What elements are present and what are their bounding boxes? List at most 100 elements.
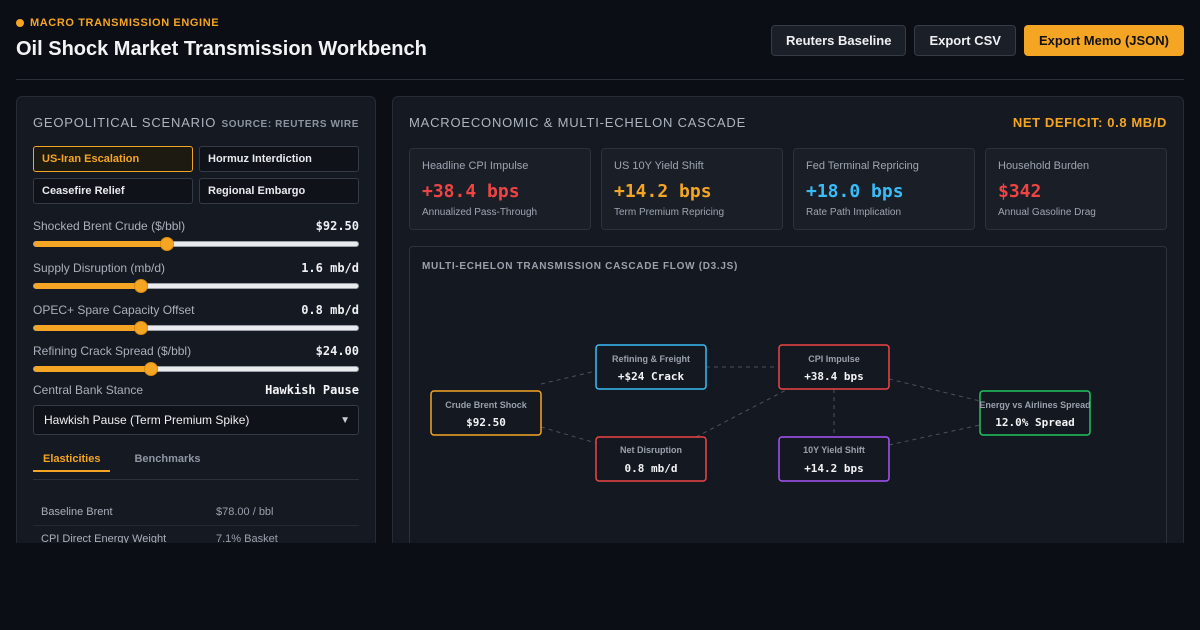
brent-slider[interactable]: [33, 237, 359, 251]
table-row: Baseline Brent $78.00 / bbl: [33, 499, 359, 526]
slider-thumb[interactable]: [159, 237, 174, 251]
eyebrow: MACRO TRANSMISSION ENGINE: [16, 17, 219, 29]
slider-fill: [34, 366, 151, 372]
cascade-panel-title: MACROECONOMIC & MULTI-ECHELON CASCADE: [409, 115, 747, 130]
kpi-value: +14.2 bps: [614, 181, 712, 202]
slider-thumb[interactable]: [133, 279, 148, 293]
kpi-label: US 10Y Yield Shift: [614, 160, 704, 172]
svg-text:Crude Brent Shock: Crude Brent Shock: [445, 400, 528, 410]
stance-value: Hawkish Pause: [265, 383, 359, 397]
slider-thumb[interactable]: [143, 362, 158, 376]
kpi-subtitle: Rate Path Implication: [806, 207, 902, 218]
slider-value: 1.6 mb/d: [301, 261, 359, 275]
slider-fill: [34, 241, 167, 247]
slider-fill: [34, 325, 141, 331]
slider-label: OPEC+ Spare Capacity Offset: [33, 303, 195, 317]
source-label: SOURCE: REUTERS WIRE: [221, 119, 359, 130]
status-dot-icon: [16, 19, 24, 27]
flow-node-disruption[interactable]: Net Disruption 0.8 mb/d: [595, 436, 707, 482]
page-title: Oil Shock Market Transmission Workbench: [16, 38, 427, 60]
scenario-panel-header: GEOPOLITICAL SCENARIO SOURCE: REUTERS WI…: [33, 115, 359, 130]
svg-text:12.0% Spread: 12.0% Spread: [995, 416, 1074, 429]
opec-spare-capacity-slider[interactable]: [33, 321, 359, 335]
svg-text:$92.50: $92.50: [466, 416, 506, 429]
kpi-card-cpi: Headline CPI Impulse +38.4 bps Annualize…: [409, 148, 591, 230]
stance-select[interactable]: Hawkish Pause (Term Premium Spike) ▼: [33, 405, 359, 435]
scenario-hormuz-interdiction[interactable]: Hormuz Interdiction: [199, 146, 359, 172]
cascade-flow-title: MULTI-ECHELON TRANSMISSION CASCADE FLOW …: [422, 261, 739, 272]
net-deficit-badge: NET DEFICIT: 0.8 MB/D: [1012, 115, 1167, 130]
kpi-subtitle: Annual Gasoline Drag: [998, 207, 1096, 218]
flow-edge: [888, 378, 981, 402]
kpi-card-fed: Fed Terminal Repricing +18.0 bps Rate Pa…: [793, 148, 975, 230]
kpi-subtitle: Annualized Pass-Through: [422, 207, 538, 218]
tab-benchmarks[interactable]: Benchmarks: [134, 453, 201, 465]
svg-text:+38.4 bps: +38.4 bps: [804, 370, 864, 383]
svg-text:Energy vs Airlines Spread: Energy vs Airlines Spread: [979, 400, 1090, 410]
crack-slider-row: Refining Crack Spread ($/bbl) $24.00: [33, 344, 359, 376]
stance-selected-option: Hawkish Pause (Term Premium Spike): [44, 413, 250, 427]
export-csv-button[interactable]: Export CSV: [914, 25, 1016, 56]
flow-node-spread[interactable]: Energy vs Airlines Spread 12.0% Spread: [979, 390, 1091, 436]
export-memo-button[interactable]: Export Memo (JSON): [1023, 25, 1184, 56]
svg-text:+$24 Crack: +$24 Crack: [618, 370, 685, 383]
table-value: $78.00 / bbl: [216, 506, 274, 518]
svg-text:Refining & Freight: Refining & Freight: [612, 354, 690, 364]
scenario-us-iran-escalation[interactable]: US-Iran Escalation: [33, 146, 193, 172]
flow-edge: [540, 426, 597, 444]
header-actions: Reuters Baseline Export CSV Export Memo …: [770, 25, 1184, 56]
kpi-label: Fed Terminal Repricing: [806, 160, 919, 172]
flow-node-brent[interactable]: Crude Brent Shock $92.50: [430, 390, 542, 436]
slider-label: Refining Crack Spread ($/bbl): [33, 344, 192, 358]
cascade-flow-diagram: Crude Brent Shock $92.50 Refining & Frei…: [430, 344, 1091, 482]
flow-edge: [695, 388, 789, 438]
kpi-card-yield: US 10Y Yield Shift +14.2 bps Term Premiu…: [601, 148, 783, 230]
cascade-panel-header: MACROECONOMIC & MULTI-ECHELON CASCADE NE…: [409, 115, 1167, 130]
kpi-value: $342: [998, 181, 1042, 202]
flow-node-cpi[interactable]: CPI Impulse +38.4 bps: [778, 344, 890, 390]
kpi-value: +18.0 bps: [806, 181, 904, 202]
slider-label: Supply Disruption (mb/d): [33, 261, 166, 275]
flow-node-refining[interactable]: Refining & Freight +$24 Crack: [595, 344, 707, 390]
stance-label: Central Bank Stance: [33, 383, 144, 397]
header: MACRO TRANSMISSION ENGINE Oil Shock Mark…: [16, 14, 1184, 80]
flow-edge: [888, 424, 981, 446]
scenario-ceasefire-relief[interactable]: Ceasefire Relief: [33, 178, 193, 204]
slider-value: $24.00: [315, 344, 359, 358]
scenario-panel-title: GEOPOLITICAL SCENARIO: [33, 115, 217, 130]
slider-value: $92.50: [315, 219, 359, 233]
elasticity-table: Baseline Brent $78.00 / bbl CPI Direct E…: [33, 499, 359, 543]
flow-node-yield[interactable]: 10Y Yield Shift +14.2 bps: [778, 436, 890, 482]
slider-value: 0.8 mb/d: [301, 303, 359, 317]
kpi-row: Headline CPI Impulse +38.4 bps Annualize…: [409, 148, 1167, 230]
kpi-value: +38.4 bps: [422, 181, 520, 202]
kpi-card-household: Household Burden $342 Annual Gasoline Dr…: [985, 148, 1167, 230]
svg-text:CPI Impulse: CPI Impulse: [808, 354, 860, 364]
slider-thumb[interactable]: [133, 321, 148, 335]
slider-label: Shocked Brent Crude ($/bbl): [33, 219, 186, 233]
elasticity-tabs: Elasticities Benchmarks: [33, 449, 359, 480]
eyebrow-label: MACRO TRANSMISSION ENGINE: [30, 17, 220, 29]
table-value: 7.1% Basket: [216, 533, 278, 543]
supply-slider-row: Supply Disruption (mb/d) 1.6 mb/d: [33, 261, 359, 293]
stance-row: Central Bank Stance Hawkish Pause: [33, 383, 359, 397]
slider-fill: [34, 283, 141, 289]
crack-spread-slider[interactable]: [33, 362, 359, 376]
kpi-label: Household Burden: [998, 160, 1090, 172]
svg-text:0.8 mb/d: 0.8 mb/d: [625, 462, 678, 475]
table-row: CPI Direct Energy Weight 7.1% Basket: [33, 526, 359, 543]
chevron-down-icon: ▼: [340, 414, 350, 426]
cascade-flow: MULTI-ECHELON TRANSMISSION CASCADE FLOW …: [409, 246, 1167, 543]
table-key: CPI Direct Energy Weight: [41, 533, 167, 543]
tab-elasticities[interactable]: Elasticities: [33, 449, 111, 472]
brent-slider-row: Shocked Brent Crude ($/bbl) $92.50: [33, 219, 359, 251]
kpi-label: Headline CPI Impulse: [422, 160, 529, 172]
opec-slider-row: OPEC+ Spare Capacity Offset 0.8 mb/d: [33, 303, 359, 335]
reuters-baseline-button[interactable]: Reuters Baseline: [770, 25, 907, 56]
scenario-regional-embargo[interactable]: Regional Embargo: [199, 178, 359, 204]
svg-text:10Y Yield Shift: 10Y Yield Shift: [803, 445, 865, 455]
supply-disruption-slider[interactable]: [33, 279, 359, 293]
flow-edge: [540, 370, 597, 385]
cascade-panel: MACROECONOMIC & MULTI-ECHELON CASCADE NE…: [392, 96, 1184, 543]
scenario-grid: US-Iran Escalation Hormuz Interdiction C…: [33, 146, 359, 204]
